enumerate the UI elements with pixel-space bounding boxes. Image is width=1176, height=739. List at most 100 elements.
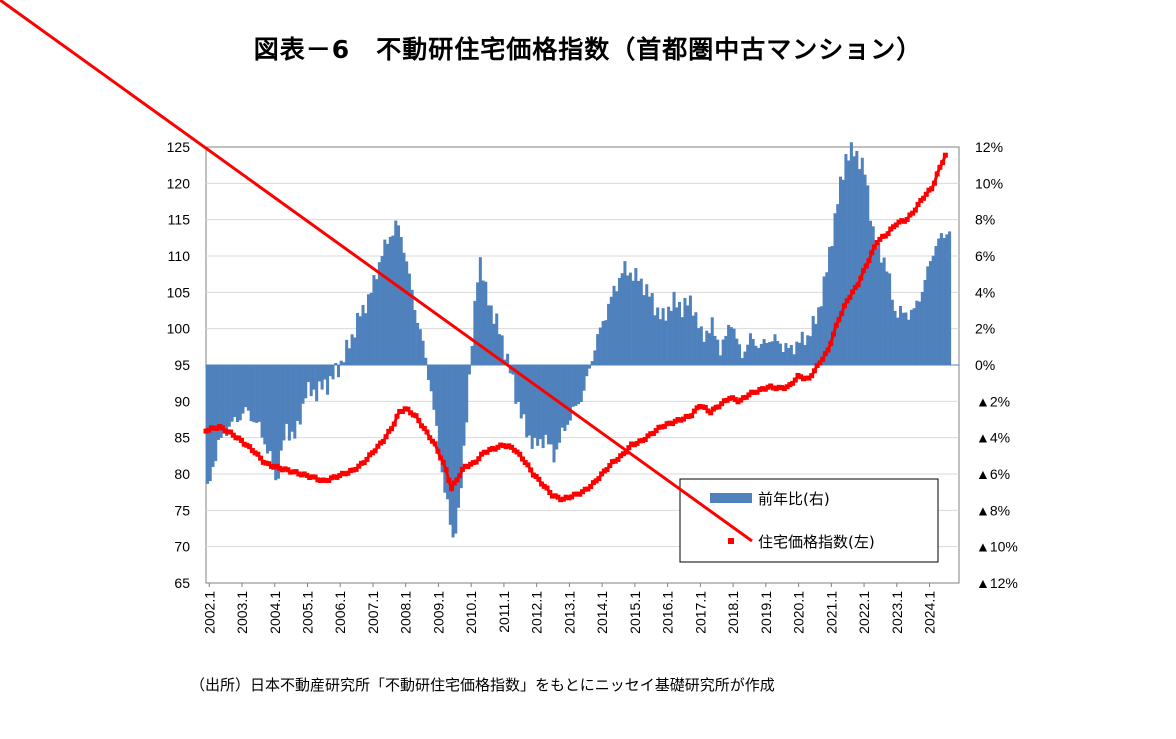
line-marker: [342, 471, 348, 477]
bar: [459, 365, 463, 489]
bar: [680, 317, 684, 365]
bar: [211, 365, 215, 467]
bar: [677, 301, 682, 365]
line-marker: [258, 455, 264, 461]
bar: [331, 365, 335, 380]
bar: [396, 225, 401, 365]
bar: [907, 319, 911, 365]
line-marker: [661, 423, 667, 429]
line-marker: [203, 428, 209, 434]
right-tick-label: ▲10%: [976, 539, 1018, 555]
right-tick-label: ▲4%: [976, 430, 1010, 446]
bar: [661, 308, 665, 365]
line-marker: [931, 180, 937, 186]
bar: [478, 257, 482, 365]
bar: [495, 313, 499, 365]
bar: [298, 365, 302, 425]
line-marker: [831, 331, 836, 337]
bar: [263, 365, 267, 445]
bar: [901, 312, 905, 365]
bar: [549, 365, 553, 445]
bar: [948, 231, 952, 365]
line-marker: [307, 475, 313, 481]
line-marker: [640, 438, 646, 444]
right-tick-label: ▲12%: [976, 575, 1018, 591]
right-tick-label: 4%: [975, 284, 995, 300]
line-marker: [266, 461, 272, 467]
line-marker: [724, 397, 730, 403]
bar: [688, 295, 692, 365]
line-marker: [375, 443, 381, 449]
bar: [691, 315, 695, 365]
x-tick-label: 2016.1: [660, 591, 676, 634]
right-tick-label: 10%: [975, 175, 1003, 191]
line-marker: [503, 444, 509, 450]
bar: [912, 308, 916, 365]
bar: [675, 307, 679, 365]
line-marker: [555, 494, 561, 500]
bar: [268, 365, 272, 452]
line-marker: [228, 429, 234, 435]
line-marker: [811, 368, 817, 374]
line-marker: [315, 477, 321, 483]
bar: [309, 365, 313, 397]
bar: [877, 243, 881, 365]
bar: [301, 365, 305, 404]
bar: [724, 335, 728, 365]
bar: [879, 262, 883, 365]
line-marker: [828, 340, 834, 346]
line-marker: [861, 268, 867, 274]
bar: [399, 236, 403, 365]
bar: [279, 365, 283, 451]
line-marker: [506, 443, 512, 449]
bar: [252, 365, 256, 423]
bar: [926, 266, 930, 365]
bar: [326, 365, 330, 395]
page-title: 図表－6 不動研住宅価格指数（首都圏中古マンション）: [253, 35, 923, 64]
bar: [282, 365, 286, 441]
bar: [440, 365, 444, 473]
bar: [402, 252, 406, 365]
bar: [838, 176, 842, 365]
x-tick-label: 2022.1: [856, 591, 872, 634]
line-marker: [372, 448, 378, 454]
bar: [620, 273, 624, 365]
line-marker: [552, 493, 558, 499]
bar: [473, 300, 477, 365]
line-marker: [208, 425, 214, 431]
line-marker: [880, 233, 886, 239]
bar: [350, 334, 354, 365]
line-marker: [345, 470, 351, 476]
bar: [394, 220, 398, 365]
bar: [246, 365, 250, 411]
line-marker: [740, 395, 746, 401]
line-marker: [320, 477, 326, 483]
bar: [795, 341, 799, 365]
line-marker: [934, 171, 940, 177]
left-axis-ticks: 125 120 115 110 105 100 95 90 85 80 75 70 65: [167, 139, 191, 591]
bar: [945, 234, 949, 365]
bar: [882, 257, 886, 365]
line-marker: [528, 467, 534, 473]
line-marker: [910, 210, 916, 216]
line-marker: [686, 413, 692, 419]
left-tick-label: 70: [174, 539, 190, 555]
line-marker: [757, 387, 763, 393]
bar: [582, 365, 586, 391]
bar: [631, 280, 635, 365]
x-tick-label: 2009.1: [430, 591, 446, 634]
bar: [587, 365, 591, 369]
bar: [697, 328, 701, 365]
bar: [746, 344, 750, 365]
bar: [634, 268, 638, 365]
line-marker: [937, 164, 943, 170]
bar: [541, 365, 545, 449]
line-marker: [893, 222, 899, 228]
line-marker: [675, 417, 681, 423]
left-tick-label: 90: [174, 393, 190, 409]
left-tick-label: 105: [167, 284, 191, 300]
line-marker: [708, 410, 714, 416]
bar: [547, 365, 551, 445]
bar: [522, 365, 526, 415]
line-marker: [247, 444, 253, 450]
